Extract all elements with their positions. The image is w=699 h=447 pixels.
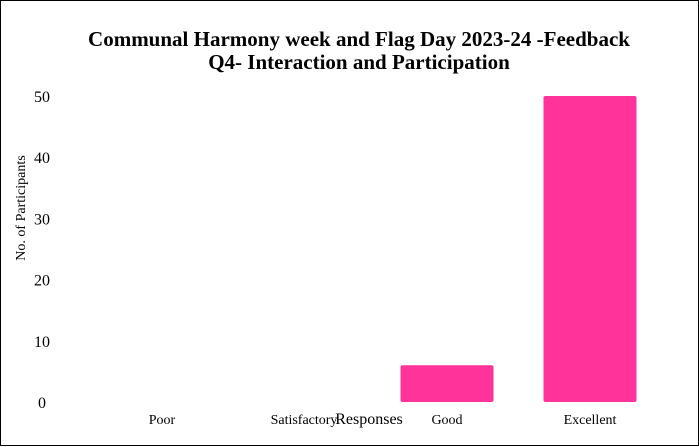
x-tick-label: Good: [431, 413, 462, 428]
y-axis-ticks: 0 10 20 30 40 50: [34, 89, 50, 412]
x-axis-label: Responses: [335, 411, 403, 428]
bars: [400, 96, 637, 402]
y-tick-label: 20: [34, 273, 50, 290]
y-tick-label: 0: [38, 395, 46, 412]
bar-good: [400, 365, 494, 402]
chart-title: Communal Harmony week and Flag Day 2023-…: [88, 27, 630, 51]
x-axis-ticks: Poor Satisfactory Good Excellent: [149, 413, 617, 428]
y-tick-label: 10: [34, 334, 50, 351]
y-axis-label: No. of Participants: [14, 155, 29, 260]
y-tick-label: 30: [34, 211, 50, 228]
x-tick-label: Satisfactory: [271, 413, 338, 428]
x-tick-label: Excellent: [564, 413, 617, 428]
chart-subtitle: Q4- Interaction and Participation: [208, 50, 510, 74]
y-tick-label: 40: [34, 150, 50, 167]
y-tick-label: 50: [34, 89, 50, 106]
bar-excellent: [543, 96, 637, 402]
x-tick-label: Poor: [149, 413, 176, 428]
